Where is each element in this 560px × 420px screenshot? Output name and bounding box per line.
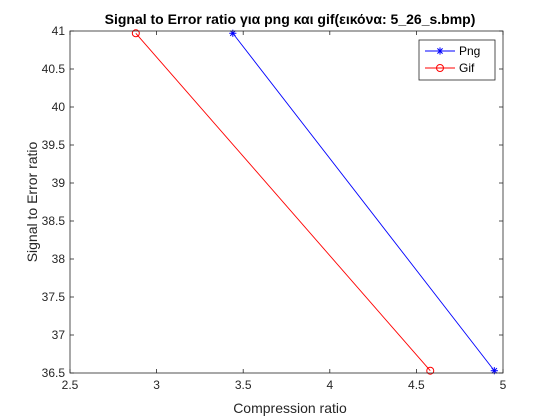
data-point-gif-0 [131, 29, 140, 38]
y-tick-label: 38.5 [42, 214, 66, 228]
x-axis-label: Compression ratio [233, 400, 347, 416]
y-tick-label: 37.5 [42, 290, 66, 304]
y-tick-label: 40 [52, 100, 66, 114]
y-tick-label: 38 [52, 252, 66, 266]
x-tick-label: 4 [326, 378, 333, 392]
axes-layer [69, 30, 504, 374]
x-tick-label: 5 [500, 378, 507, 392]
legend: Png Gif [418, 39, 496, 81]
legend-label-gif: Gif [459, 61, 475, 75]
data-point-gif-1 [426, 366, 435, 375]
chart-title: Signal to Error ratio για png και gif(ει… [105, 11, 476, 27]
x-tick-label: 3.5 [235, 378, 252, 392]
ticks-layer: 2.5 3 3.5 4 4.5 5 36.5 37 37.5 38 38.5 39 39.5 40 40.5… [42, 24, 507, 392]
series-layer [131, 29, 498, 375]
y-axis-label: Signal to Error ratio [24, 141, 40, 262]
series-line-png [232, 33, 495, 371]
x-tick-label: 2.5 [62, 378, 79, 392]
legend-marker-gif [436, 64, 444, 72]
y-tick-label: 39.5 [42, 138, 66, 152]
data-point-png-1 [490, 367, 498, 375]
y-tick-label: 41 [52, 24, 66, 38]
y-tick-label: 36.5 [42, 366, 66, 380]
legend-label-png: Png [459, 44, 480, 58]
legend-marker-png [436, 47, 444, 55]
axes-box [69, 30, 504, 374]
y-tick-label: 39 [52, 176, 66, 190]
x-tick-label: 3 [153, 378, 160, 392]
series-line-gif [135, 32, 431, 372]
y-tick-label: 37 [52, 328, 66, 342]
legend-box [418, 39, 496, 81]
y-tick-label: 40.5 [42, 62, 66, 76]
x-tick-label: 4.5 [408, 378, 425, 392]
plot-area [70, 31, 503, 373]
